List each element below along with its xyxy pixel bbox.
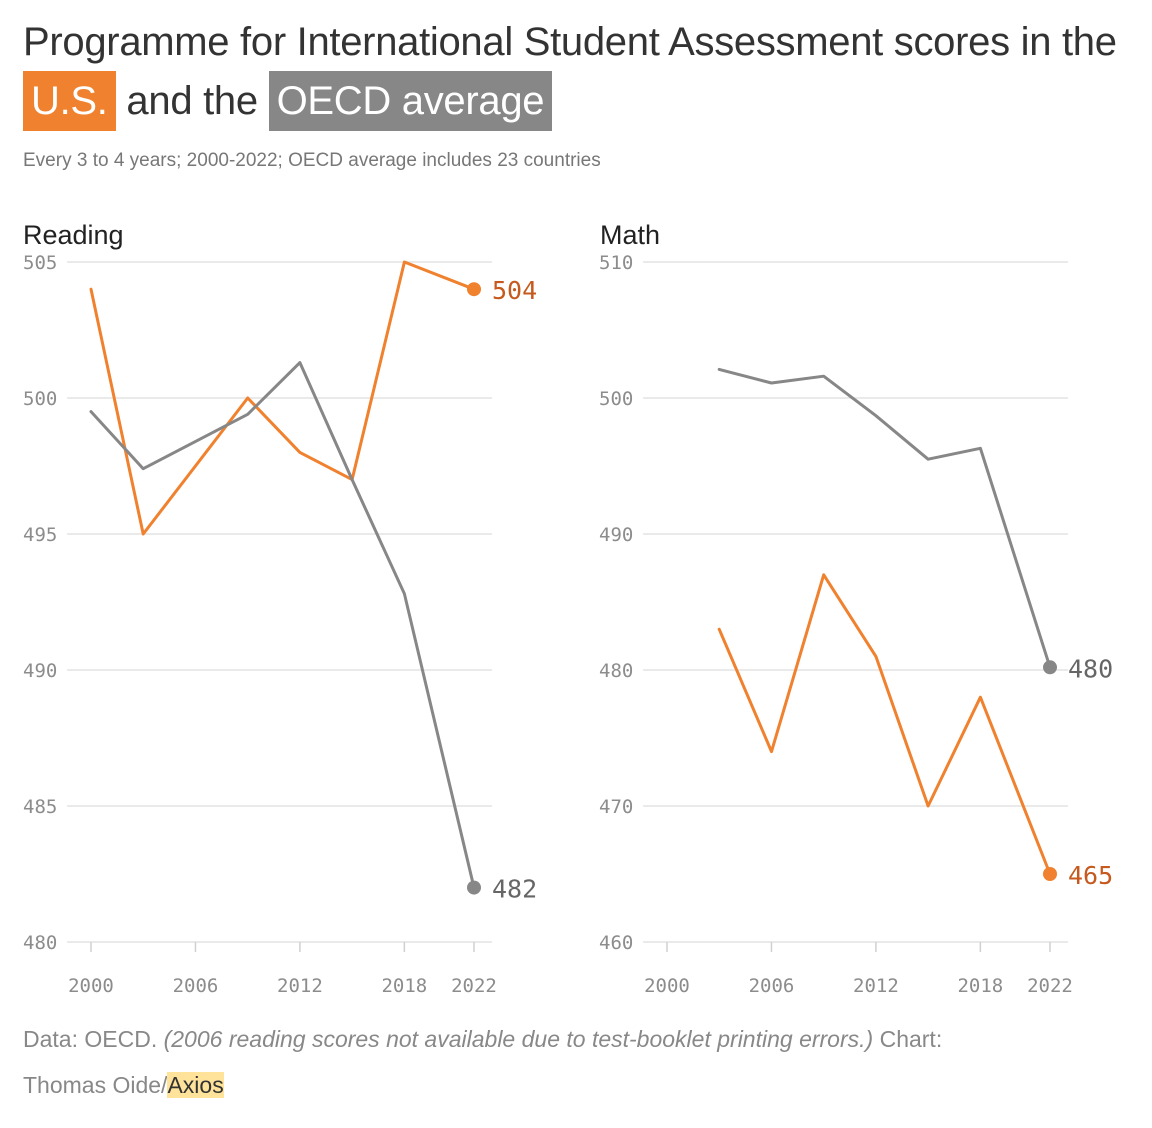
- author: Thomas Oide/: [23, 1072, 168, 1098]
- oecd-highlight: OECD average: [268, 71, 553, 131]
- y-tick-label: 495: [23, 524, 57, 546]
- y-tick-label: 460: [599, 932, 633, 954]
- chart-subtitle: Every 3 to 4 years; 2000-2022; OECD aver…: [23, 150, 601, 171]
- y-tick-label: 500: [599, 388, 633, 410]
- y-tick-label: 505: [23, 252, 57, 274]
- y-tick-label: 500: [23, 388, 57, 410]
- panel-title: Reading: [23, 220, 124, 250]
- x-tick-label: 2018: [957, 975, 1003, 997]
- axios-link[interactable]: Axios: [167, 1072, 224, 1098]
- oecd-series-line: [717, 367, 1052, 669]
- x-tick-label: 2000: [644, 975, 690, 997]
- oecd-end-label: 480: [1068, 654, 1113, 683]
- x-tick-label: 2012: [277, 975, 323, 997]
- panel-title: Math: [600, 220, 660, 250]
- x-tick-label: 2022: [1027, 975, 1073, 997]
- x-tick-label: 2006: [173, 975, 219, 997]
- y-tick-label: 510: [599, 252, 633, 274]
- title-text-2: and the: [126, 79, 258, 123]
- y-tick-label: 480: [23, 932, 57, 954]
- y-tick-label: 480: [599, 660, 633, 682]
- oecd-series-line: [89, 361, 476, 890]
- title-text-1: Programme for International Student Asse…: [23, 20, 1117, 64]
- y-tick-label: 470: [599, 796, 633, 818]
- y-tick-label: 490: [23, 660, 57, 682]
- oecd-end-point: [1043, 660, 1057, 675]
- footnote: (2006 reading scores not available due t…: [163, 1026, 874, 1052]
- us-end-label: 504: [492, 276, 537, 305]
- us-end-label: 465: [1068, 861, 1113, 890]
- x-tick-label: 2022: [451, 975, 497, 997]
- us-end-point: [1043, 867, 1057, 881]
- chart-credit-label: Chart:: [879, 1026, 943, 1052]
- chart-title: Programme for International Student Asse…: [23, 14, 1133, 131]
- data-source: Data: OECD.: [23, 1026, 158, 1052]
- us-end-point: [467, 282, 481, 297]
- y-tick-label: 490: [599, 524, 633, 546]
- us-series-line: [717, 573, 1052, 876]
- us-series-line: [89, 260, 476, 536]
- oecd-end-label: 482: [492, 875, 537, 904]
- x-tick-label: 2006: [749, 975, 795, 997]
- footer-credits: Data: OECD. (2006 reading scores not ava…: [23, 1016, 1123, 1108]
- x-tick-label: 2000: [68, 975, 114, 997]
- x-tick-label: 2012: [853, 975, 899, 997]
- y-tick-label: 485: [23, 796, 57, 818]
- oecd-end-point: [467, 880, 481, 895]
- x-tick-label: 2018: [381, 975, 427, 997]
- us-highlight: U.S.: [23, 71, 116, 131]
